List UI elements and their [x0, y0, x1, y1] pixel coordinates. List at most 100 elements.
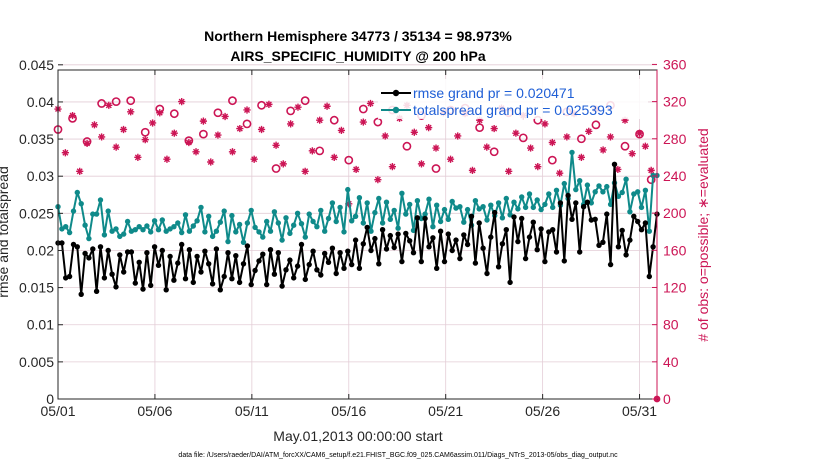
- obs-evaluated-marker: [432, 144, 440, 152]
- rmse-series-point: [236, 279, 243, 286]
- rmse-series-point: [565, 192, 571, 199]
- plot-area: [58, 70, 657, 399]
- obs-evaluated-marker: [112, 143, 120, 151]
- totalspread-series-point: [441, 206, 448, 213]
- y-right-tick-label: 0: [663, 391, 671, 407]
- rmse-series-point: [391, 244, 397, 251]
- rmse-series-point: [492, 209, 498, 216]
- x-tick-label: 05/26: [525, 403, 560, 419]
- obs-evaluated-marker: [599, 146, 607, 154]
- rmse-series-point: [264, 281, 270, 288]
- obs-evaluated-marker: [476, 116, 484, 124]
- totalspread-series-point: [503, 195, 509, 202]
- rmse-series-point: [248, 281, 254, 288]
- legend-rmse-label: rmse grand pr = 0.020471: [413, 85, 575, 101]
- rmse-series-point: [294, 263, 301, 269]
- rmse-series-point: [526, 234, 533, 240]
- rmse-series-point: [117, 252, 123, 258]
- y-left-tick-label: 0.045: [19, 57, 54, 73]
- totalspread-series-point: [383, 199, 390, 205]
- rmse-series-point: [468, 213, 475, 219]
- totalspread-series-point: [399, 190, 405, 196]
- rmse-series-point: [240, 261, 247, 267]
- y-left-tick-label: 0.005: [19, 354, 54, 370]
- totalspread-series-point: [171, 224, 177, 230]
- rmse-series-point: [167, 253, 173, 260]
- obs-evaluated-marker: [207, 158, 215, 166]
- rmse-series-point: [434, 265, 440, 271]
- legend: rmse grand pr = 0.020471 totalspread gra…: [378, 79, 648, 119]
- rmse-series-point: [179, 241, 185, 248]
- obs-evaluated-marker: [119, 125, 128, 134]
- totalspread-series-point: [538, 206, 544, 213]
- rmse-series-point: [476, 220, 482, 226]
- rmse-series-point: [101, 275, 108, 281]
- legend-box: [378, 79, 648, 119]
- rmse-series-point: [604, 211, 610, 217]
- totalspread-series-point: [213, 228, 220, 234]
- obs-evaluated-marker: [534, 163, 542, 171]
- rmse-series-point: [631, 213, 637, 219]
- rmse-series-point: [341, 265, 347, 271]
- rmse-series-point: [407, 238, 413, 244]
- rmse-series-point: [337, 250, 343, 256]
- rmse-series-point: [314, 267, 320, 273]
- totalspread-series-point: [584, 182, 591, 188]
- rmse-series-point: [93, 288, 100, 294]
- obs-evaluated-marker: [614, 165, 622, 174]
- obs-evaluated-marker: [294, 103, 302, 111]
- obs-evaluated-marker: [446, 155, 455, 163]
- obs-evaluated-marker: [381, 132, 389, 140]
- obs-possible-marker: [518, 133, 528, 143]
- obs-evaluated-marker: [163, 155, 171, 163]
- rmse-series-point: [441, 258, 448, 265]
- totalspread-series-point: [329, 200, 336, 206]
- rmse-series-point: [507, 279, 513, 286]
- rmse-series-point: [437, 228, 444, 234]
- obs-possible-marker: [286, 106, 296, 116]
- rmse-series-point: [403, 230, 409, 237]
- totalspread-series-point: [90, 211, 96, 217]
- obs-possible-marker: [329, 115, 339, 125]
- totalspread-series-point: [604, 183, 610, 190]
- totalspread-series-point: [530, 204, 536, 211]
- totalspread-series-point: [121, 231, 127, 237]
- obs-evaluated-marker: [556, 169, 564, 177]
- totalspread-series-point: [449, 198, 455, 205]
- y-left-tick-label: 0.025: [19, 205, 54, 221]
- obs-evaluated-marker: [337, 126, 346, 135]
- totalspread-series-point: [318, 207, 324, 214]
- rmse-series-point: [171, 277, 177, 283]
- totalspread-series-point: [291, 222, 297, 228]
- rmse-series-point: [542, 258, 548, 265]
- chart-title-line2: AIRS_SPECIFIC_HUMIDITY @ 200 hPa: [230, 48, 486, 64]
- obs-evaluated-marker: [228, 148, 237, 156]
- totalspread-series-point: [430, 224, 436, 230]
- obs-evaluated-marker: [301, 167, 309, 175]
- totalspread-series-point: [190, 223, 196, 229]
- rmse-series-point: [109, 271, 115, 277]
- rmse-series-point: [252, 267, 258, 274]
- rmse-series-point: [163, 287, 169, 293]
- obs-evaluated-marker: [250, 155, 258, 163]
- rmse-series-point: [202, 248, 208, 254]
- totalspread-series-point: [341, 229, 347, 235]
- totalspread-series-point: [627, 209, 633, 215]
- obs-evaluated-marker: [323, 102, 331, 110]
- rmse-series-point: [364, 224, 370, 231]
- obs-evaluated-marker: [388, 163, 396, 171]
- rmse-series-point: [82, 250, 88, 257]
- obs-possible-marker: [402, 141, 412, 151]
- totalspread-series-point: [136, 224, 142, 230]
- rmse-series-point: [457, 255, 463, 262]
- chart-title-line1: Northern Hemisphere 34773 / 35134 = 98.9…: [204, 28, 512, 44]
- x-tick-label: 05/11: [235, 403, 269, 419]
- rmse-series-point: [503, 227, 509, 233]
- obs-evaluated-marker: [76, 167, 84, 175]
- totalspread-series-point: [306, 211, 312, 217]
- rmse-series-point: [310, 248, 316, 254]
- rmse-series-point: [484, 270, 490, 277]
- totalspread-series-point: [252, 224, 258, 231]
- series-lines: [55, 149, 660, 297]
- obs-evaluated-marker: [410, 128, 418, 136]
